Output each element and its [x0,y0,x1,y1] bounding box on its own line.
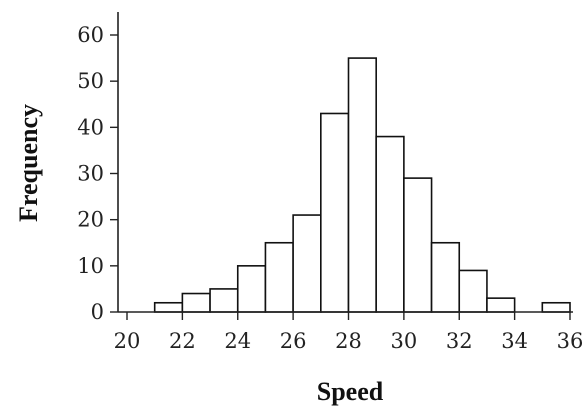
x-ticks-group: 20 22 24 26 28 30 32 34 36 [114,312,584,353]
histogram-bar-28-29 [347,57,377,313]
x-tick-label: 24 [224,329,251,353]
y-tick-label: 40 [77,115,104,139]
histogram-bar-29-30 [375,135,405,313]
histogram-bar-26-27 [292,214,322,313]
x-tick-label: 22 [169,329,196,353]
histogram-bar-27-28 [320,112,350,313]
x-axis-title: Speed [317,377,384,406]
bars-group [153,57,571,313]
y-tick-label: 30 [77,162,104,186]
x-tick-label: 28 [335,329,362,353]
histogram-bar-30-31 [403,177,433,313]
histogram-bar-35-36 [541,301,571,313]
histogram-bar-33-34 [486,297,516,313]
y-tick-label: 10 [77,254,104,278]
x-tick-label: 30 [391,329,418,353]
histogram-bar-31-32 [430,241,461,313]
x-tick-label: 26 [280,329,307,353]
y-ticks-group: 0 10 20 30 40 50 60 [77,23,118,324]
y-axis-title: Frequency [14,104,43,222]
histogram-bar-23-24 [209,288,239,313]
y-tick-label: 0 [91,300,104,324]
x-tick-label: 36 [557,329,584,353]
histogram-bar-25-26 [264,241,294,313]
y-tick-label: 50 [77,69,104,93]
x-tick-label: 20 [114,329,141,353]
histogram-bar-22-23 [181,292,211,313]
y-tick-label: 60 [77,23,104,47]
y-tick-label: 20 [77,208,104,232]
axes-group [117,12,573,313]
histogram-bar-24-25 [236,265,267,313]
x-tick-label: 32 [446,329,473,353]
histogram-bar-32-33 [458,269,488,313]
histogram-bar-21-22 [153,301,184,313]
x-tick-label: 34 [501,329,528,353]
